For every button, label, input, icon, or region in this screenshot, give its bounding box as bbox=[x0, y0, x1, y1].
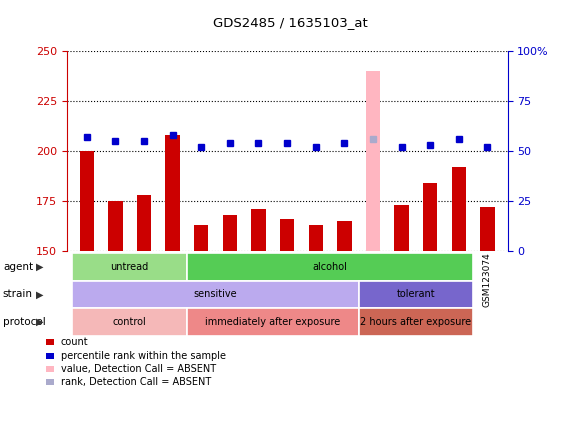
Bar bbox=[366, 71, 380, 251]
Text: protocol: protocol bbox=[3, 317, 46, 327]
Text: rank, Detection Call = ABSENT: rank, Detection Call = ABSENT bbox=[61, 377, 211, 387]
Text: strain: strain bbox=[3, 289, 33, 299]
Bar bbox=[194, 225, 208, 251]
Bar bbox=[108, 201, 122, 251]
Text: count: count bbox=[61, 337, 89, 347]
Bar bbox=[79, 151, 94, 251]
Bar bbox=[137, 195, 151, 251]
Bar bbox=[337, 221, 351, 251]
Bar bbox=[165, 135, 180, 251]
Text: 2 hours after exposure: 2 hours after exposure bbox=[360, 317, 472, 327]
Bar bbox=[452, 167, 466, 251]
Bar bbox=[251, 209, 266, 251]
Text: sensitive: sensitive bbox=[194, 289, 237, 299]
Text: alcohol: alcohol bbox=[313, 262, 347, 272]
Text: ▶: ▶ bbox=[36, 317, 43, 327]
Text: immediately after exposure: immediately after exposure bbox=[205, 317, 340, 327]
Text: GDS2485 / 1635103_at: GDS2485 / 1635103_at bbox=[213, 16, 367, 28]
Text: ▶: ▶ bbox=[36, 262, 43, 272]
Text: control: control bbox=[113, 317, 147, 327]
Text: ▶: ▶ bbox=[36, 289, 43, 299]
Text: value, Detection Call = ABSENT: value, Detection Call = ABSENT bbox=[61, 364, 216, 374]
Bar bbox=[394, 205, 409, 251]
Text: tolerant: tolerant bbox=[397, 289, 435, 299]
Bar bbox=[423, 183, 437, 251]
Text: agent: agent bbox=[3, 262, 33, 272]
Bar bbox=[480, 207, 495, 251]
Text: untread: untread bbox=[111, 262, 149, 272]
Text: percentile rank within the sample: percentile rank within the sample bbox=[61, 351, 226, 361]
Bar bbox=[309, 225, 323, 251]
Bar bbox=[223, 215, 237, 251]
Bar bbox=[280, 219, 294, 251]
